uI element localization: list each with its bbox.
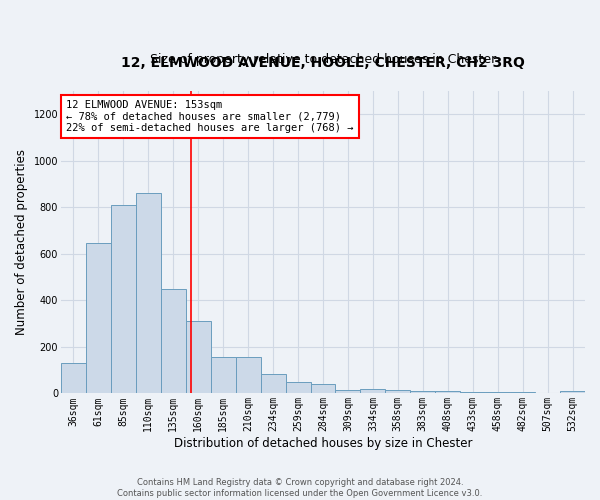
Bar [236, 358, 260, 394]
Bar [186, 322, 211, 394]
Bar [161, 288, 186, 394]
Bar [136, 194, 161, 394]
Bar [61, 363, 86, 394]
Bar [435, 391, 460, 394]
Bar [460, 392, 485, 394]
Bar [410, 391, 435, 394]
Bar [510, 392, 535, 394]
Bar [311, 384, 335, 394]
Bar [361, 389, 385, 394]
Bar [560, 391, 585, 394]
Bar [260, 374, 286, 394]
Bar [111, 205, 136, 394]
Title: Size of property relative to detached houses in Chester: Size of property relative to detached ho… [150, 53, 496, 66]
Bar [335, 390, 361, 394]
Bar [86, 244, 111, 394]
Text: 12 ELMWOOD AVENUE: 153sqm
← 78% of detached houses are smaller (2,779)
22% of se: 12 ELMWOOD AVENUE: 153sqm ← 78% of detac… [66, 100, 353, 133]
Bar [385, 390, 410, 394]
Bar [211, 358, 236, 394]
Y-axis label: Number of detached properties: Number of detached properties [15, 149, 28, 335]
X-axis label: Distribution of detached houses by size in Chester: Distribution of detached houses by size … [174, 437, 472, 450]
Bar [286, 382, 311, 394]
Text: 12, ELMWOOD AVENUE, HOOLE, CHESTER, CH2 3RQ: 12, ELMWOOD AVENUE, HOOLE, CHESTER, CH2 … [121, 56, 525, 70]
Text: Contains HM Land Registry data © Crown copyright and database right 2024.
Contai: Contains HM Land Registry data © Crown c… [118, 478, 482, 498]
Bar [485, 392, 510, 394]
Bar [535, 392, 560, 394]
